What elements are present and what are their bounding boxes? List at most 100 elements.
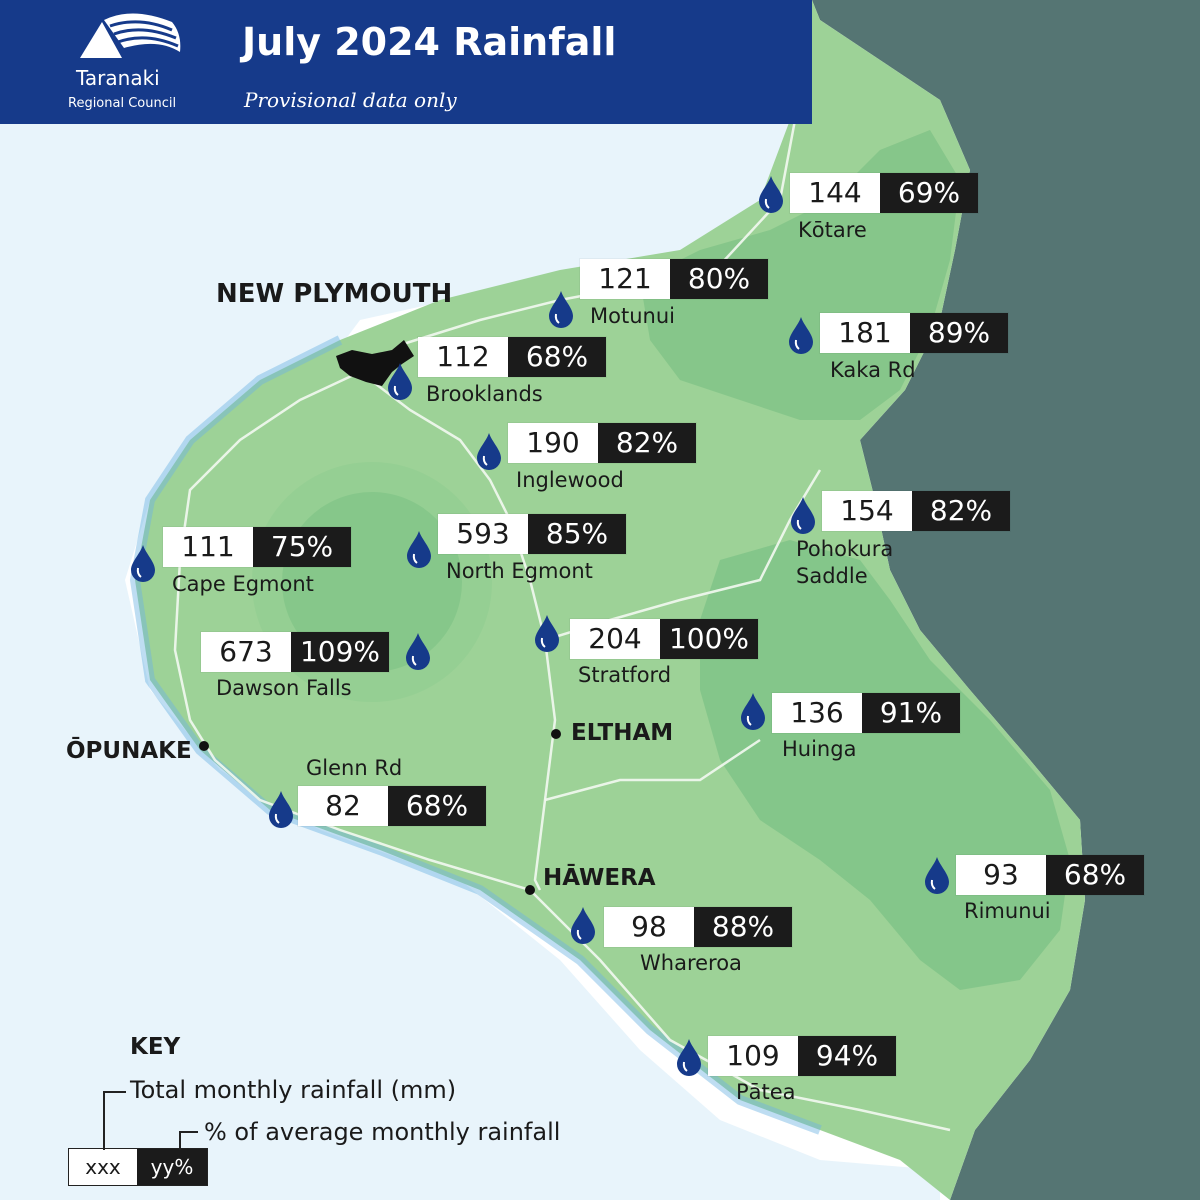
raindrop-icon <box>269 791 293 828</box>
station-name-rimunui: Rimunui <box>964 899 1051 923</box>
station-box-motunui: 121 80% <box>580 259 768 299</box>
raindrop-icon <box>925 857 949 894</box>
raindrop-icon <box>131 545 155 582</box>
station-total-rainfall: 112 <box>418 337 508 377</box>
station-box-whareroa: 98 88% <box>604 907 792 947</box>
station-percent-of-average: 109% <box>291 632 389 672</box>
station-values: 190 82% <box>508 423 696 463</box>
raindrop-icon <box>759 176 783 213</box>
town-dot-hawera <box>525 885 535 895</box>
station-total-rainfall: 204 <box>570 619 660 659</box>
station-name-stratford: Stratford <box>578 663 672 687</box>
station-total-rainfall: 121 <box>580 259 670 299</box>
station-values: 93 68% <box>956 855 1144 895</box>
header-banner: Taranaki Regional Council July 2024 Rain… <box>0 0 812 124</box>
station-name-motunui: Motunui <box>590 304 675 328</box>
station-percent-of-average: 82% <box>912 491 1010 531</box>
station-total-rainfall: 144 <box>790 173 880 213</box>
station-box-patea: 109 94% <box>708 1036 896 1076</box>
station-box-kotare: 144 69% <box>790 173 978 213</box>
station-name-pohokura-saddle: Pohokura Saddle <box>796 537 894 588</box>
station-name-whareroa: Whareroa <box>640 951 742 975</box>
town-opunake: ŌPUNAKE <box>66 738 192 764</box>
logo-subtitle: Regional Council <box>68 96 177 111</box>
raindrop-icon <box>789 317 813 354</box>
page-title: July 2024 Rainfall <box>242 20 617 64</box>
station-name-cape-egmont: Cape Egmont <box>172 572 314 596</box>
station-values: 144 69% <box>790 173 978 213</box>
station-total-rainfall: 111 <box>163 527 253 567</box>
town-dot-opunake <box>199 741 209 751</box>
taranaki-mountain-logo-icon <box>80 13 181 58</box>
station-box-stratford: 204 100% <box>570 619 758 659</box>
station-total-rainfall: 190 <box>508 423 598 463</box>
town-dot-eltham <box>551 729 561 739</box>
coastline <box>129 335 822 1135</box>
station-total-rainfall: 181 <box>820 313 910 353</box>
station-percent-of-average: 80% <box>670 259 768 299</box>
station-percent-of-average: 89% <box>910 313 1008 353</box>
key-sample-total: xxx <box>69 1149 137 1185</box>
station-percent-of-average: 68% <box>388 786 486 826</box>
station-total-rainfall: 593 <box>438 514 528 554</box>
station-box-north-egmont: 593 85% <box>438 514 626 554</box>
station-percent-of-average: 100% <box>660 619 758 659</box>
coastal-shallows <box>0 124 940 1200</box>
station-values: 98 88% <box>604 907 792 947</box>
raindrop-icon <box>406 633 430 670</box>
station-name-inglewood: Inglewood <box>516 468 624 492</box>
station-values: 121 80% <box>580 259 768 299</box>
key-title: KEY <box>130 1034 181 1060</box>
key-total-label: Total monthly rainfall (mm) <box>130 1076 457 1104</box>
station-box-cape-egmont: 111 75% <box>163 527 351 567</box>
station-percent-of-average: 88% <box>694 907 792 947</box>
station-name-huinga: Huinga <box>782 737 857 761</box>
inland-region <box>812 0 1200 1200</box>
station-values: 112 68% <box>418 337 606 377</box>
station-percent-of-average: 68% <box>1046 855 1144 895</box>
station-values: 136 91% <box>772 693 960 733</box>
key-sample-box: xxx yy% <box>68 1148 208 1186</box>
council-logo: Taranaki Regional Council <box>62 8 212 118</box>
town-new-plymouth: NEW PLYMOUTH <box>216 279 453 309</box>
station-total-rainfall: 93 <box>956 855 1046 895</box>
station-values: 111 75% <box>163 527 351 567</box>
station-name-kotare: Kōtare <box>798 218 867 242</box>
station-percent-of-average: 85% <box>528 514 626 554</box>
station-values: 204 100% <box>570 619 758 659</box>
station-name-patea: Pātea <box>736 1080 796 1104</box>
station-values: 593 85% <box>438 514 626 554</box>
station-values: 109 94% <box>708 1036 896 1076</box>
station-percent-of-average: 75% <box>253 527 351 567</box>
station-name-kaka-rd: Kaka Rd <box>830 358 916 382</box>
station-box-kaka-rd: 181 89% <box>820 313 1008 353</box>
station-values: 82 68% <box>298 786 486 826</box>
raindrop-icon <box>535 615 559 652</box>
raindrop-icon <box>407 531 431 568</box>
station-name-glenn-rd: Glenn Rd <box>306 756 403 780</box>
station-percent-of-average: 82% <box>598 423 696 463</box>
station-box-dawson-falls: 673 109% <box>201 632 389 672</box>
town-eltham: ELTHAM <box>571 720 674 746</box>
station-box-rimunui: 93 68% <box>956 855 1144 895</box>
raindrop-icon <box>741 693 765 730</box>
new-plymouth-urban-area <box>336 340 414 386</box>
station-total-rainfall: 136 <box>772 693 862 733</box>
logo-wordmark: Taranaki <box>76 66 160 90</box>
station-total-rainfall: 673 <box>201 632 291 672</box>
raindrop-icon <box>677 1039 701 1076</box>
raindrop-icon <box>388 363 412 400</box>
raindrop-icon <box>571 907 595 944</box>
raindrop-icon <box>791 497 815 534</box>
station-values: 154 82% <box>822 491 1010 531</box>
station-values: 181 89% <box>820 313 1008 353</box>
station-values: 673 109% <box>201 632 389 672</box>
raindrop-icon <box>477 433 501 470</box>
station-percent-of-average: 94% <box>798 1036 896 1076</box>
station-total-rainfall: 98 <box>604 907 694 947</box>
key-sample-percent: yy% <box>137 1149 207 1185</box>
station-box-glenn-rd: 82 68% <box>298 786 486 826</box>
key-percent-label: % of average monthly rainfall <box>204 1118 561 1146</box>
